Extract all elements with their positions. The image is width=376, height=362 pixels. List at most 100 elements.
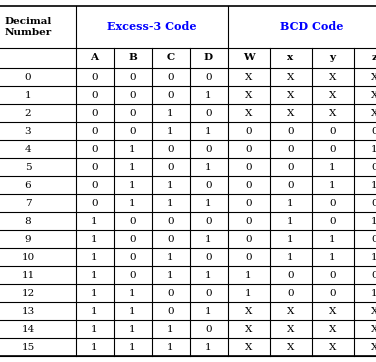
Text: X: X xyxy=(245,72,252,81)
Text: 1: 1 xyxy=(205,198,212,207)
Text: 0: 0 xyxy=(91,163,98,172)
Text: 1: 1 xyxy=(287,198,294,207)
Text: X: X xyxy=(329,72,336,81)
Text: 0: 0 xyxy=(205,324,212,333)
Text: 1: 1 xyxy=(167,126,174,135)
Text: 1: 1 xyxy=(129,198,136,207)
Text: 1: 1 xyxy=(91,324,98,333)
Text: 0: 0 xyxy=(205,181,212,189)
Text: X: X xyxy=(287,324,294,333)
Text: 1: 1 xyxy=(371,216,376,226)
Text: 0: 0 xyxy=(329,198,336,207)
Text: 1: 1 xyxy=(129,324,136,333)
Text: 1: 1 xyxy=(129,307,136,316)
Text: 1: 1 xyxy=(245,270,252,279)
Text: 1: 1 xyxy=(245,289,252,298)
Text: 1: 1 xyxy=(329,181,336,189)
Text: 0: 0 xyxy=(167,235,174,244)
Text: 0: 0 xyxy=(167,90,174,100)
Text: 14: 14 xyxy=(21,324,35,333)
Text: X: X xyxy=(329,324,336,333)
Text: 1: 1 xyxy=(205,307,212,316)
Text: x: x xyxy=(287,54,294,63)
Text: 15: 15 xyxy=(21,342,35,352)
Text: 4: 4 xyxy=(25,144,31,153)
Text: 0: 0 xyxy=(91,109,98,118)
Text: 1: 1 xyxy=(205,163,212,172)
Text: 1: 1 xyxy=(91,289,98,298)
Text: X: X xyxy=(287,109,294,118)
Text: 1: 1 xyxy=(167,109,174,118)
Text: 0: 0 xyxy=(287,270,294,279)
Text: X: X xyxy=(245,342,252,352)
Text: 0: 0 xyxy=(205,144,212,153)
Text: 0: 0 xyxy=(129,90,136,100)
Text: B: B xyxy=(128,54,137,63)
Text: 0: 0 xyxy=(167,216,174,226)
Text: 1: 1 xyxy=(129,342,136,352)
Text: 0: 0 xyxy=(91,181,98,189)
Text: 1: 1 xyxy=(91,342,98,352)
Text: X: X xyxy=(371,307,376,316)
Text: 0: 0 xyxy=(245,181,252,189)
Text: 1: 1 xyxy=(129,144,136,153)
Text: X: X xyxy=(287,90,294,100)
Text: 1: 1 xyxy=(329,163,336,172)
Text: 1: 1 xyxy=(167,198,174,207)
Text: 1: 1 xyxy=(91,307,98,316)
Text: X: X xyxy=(287,307,294,316)
Text: 0: 0 xyxy=(25,72,31,81)
Text: X: X xyxy=(245,324,252,333)
Text: 3: 3 xyxy=(25,126,31,135)
Text: 0: 0 xyxy=(167,307,174,316)
Text: X: X xyxy=(371,109,376,118)
Text: 0: 0 xyxy=(329,289,336,298)
Text: 0: 0 xyxy=(129,235,136,244)
Text: X: X xyxy=(371,90,376,100)
Text: 0: 0 xyxy=(329,216,336,226)
Text: 1: 1 xyxy=(91,253,98,261)
Text: 0: 0 xyxy=(371,270,376,279)
Text: 1: 1 xyxy=(205,126,212,135)
Text: 0: 0 xyxy=(371,163,376,172)
Text: Excess-3 Code: Excess-3 Code xyxy=(107,21,196,33)
Text: 1: 1 xyxy=(287,253,294,261)
Text: 8: 8 xyxy=(25,216,31,226)
Text: X: X xyxy=(329,90,336,100)
Text: 1: 1 xyxy=(167,181,174,189)
Text: 1: 1 xyxy=(205,342,212,352)
Text: 12: 12 xyxy=(21,289,35,298)
Text: 7: 7 xyxy=(25,198,31,207)
Text: 0: 0 xyxy=(245,235,252,244)
Text: 1: 1 xyxy=(287,235,294,244)
Text: 0: 0 xyxy=(129,270,136,279)
Text: C: C xyxy=(167,54,174,63)
Text: 1: 1 xyxy=(129,163,136,172)
Text: 0: 0 xyxy=(371,126,376,135)
Text: 0: 0 xyxy=(329,144,336,153)
Text: 0: 0 xyxy=(129,216,136,226)
Text: 0: 0 xyxy=(245,126,252,135)
Text: 1: 1 xyxy=(371,144,376,153)
Text: 0: 0 xyxy=(205,72,212,81)
Text: D: D xyxy=(204,54,213,63)
Text: 6: 6 xyxy=(25,181,31,189)
Text: 0: 0 xyxy=(167,144,174,153)
Text: 1: 1 xyxy=(167,342,174,352)
Text: 1: 1 xyxy=(129,181,136,189)
Text: X: X xyxy=(329,342,336,352)
Text: X: X xyxy=(371,324,376,333)
Text: 0: 0 xyxy=(371,235,376,244)
Text: 1: 1 xyxy=(25,90,31,100)
Text: 9: 9 xyxy=(25,235,31,244)
Text: 0: 0 xyxy=(287,163,294,172)
Text: 1: 1 xyxy=(287,216,294,226)
Text: 11: 11 xyxy=(21,270,35,279)
Text: BCD Code: BCD Code xyxy=(280,21,343,33)
Text: 1: 1 xyxy=(167,253,174,261)
Text: 1: 1 xyxy=(371,253,376,261)
Text: 0: 0 xyxy=(205,253,212,261)
Text: 0: 0 xyxy=(167,72,174,81)
Text: 1: 1 xyxy=(371,289,376,298)
Text: z: z xyxy=(371,54,376,63)
